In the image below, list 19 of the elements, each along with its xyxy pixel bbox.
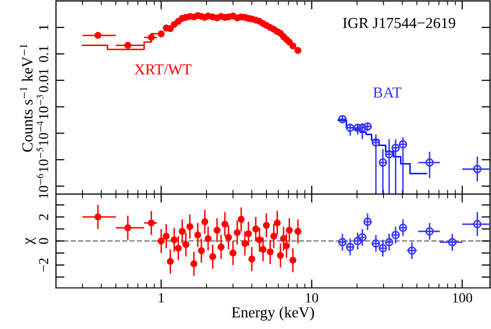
y-tick-label: 0.1	[38, 46, 48, 62]
annotation: IGR J17544−2619	[342, 18, 456, 28]
y-tick-label: 10$^{−6}$	[36, 174, 48, 198]
y-tick-label: 10$^{−5}$	[36, 148, 48, 172]
y-axis-title: χ	[25, 238, 36, 244]
y-tick-label: 10$^{−4}$	[36, 121, 48, 146]
series-label: XRT/WT	[134, 64, 192, 75]
x-axis-title: Energy (keV)	[232, 306, 314, 321]
y-tick-label: 10$^{−3}$	[36, 94, 48, 119]
y-axis-title: Counts s$^{−1}$ keV$^{−1}$	[20, 44, 33, 152]
y-tick-label: 2	[38, 214, 48, 220]
series-label: BAT	[373, 87, 402, 98]
x-tick-label: 100	[453, 293, 472, 303]
y-tick-label: 1	[38, 24, 48, 30]
x-tick-label: 10	[306, 293, 318, 303]
x-tick-label: 1	[158, 293, 164, 302]
y-tick-label: 0.01	[38, 69, 48, 92]
y-tick-label: −2	[38, 258, 48, 272]
y-tick-label: 0	[38, 238, 48, 244]
